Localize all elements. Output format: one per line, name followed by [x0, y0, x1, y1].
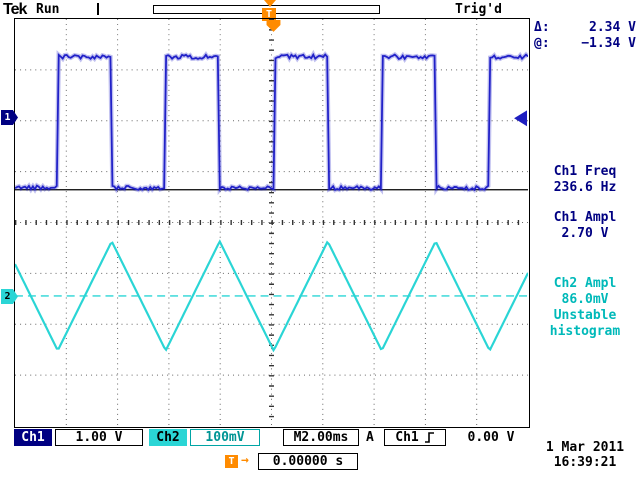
- ch2-ampl-label: Ch2 Ampl: [553, 276, 617, 291]
- acquisition-state: Run: [36, 2, 60, 17]
- ch1-trace: [15, 52, 528, 192]
- time-readout: 16:39:21: [553, 455, 617, 470]
- date-readout: 1 Mar 2011: [545, 440, 625, 455]
- ch2-ampl-note2: histogram: [549, 324, 621, 339]
- ch2-ampl-value: 86.0mV: [561, 292, 609, 307]
- datetime-readout: 1 Mar 2011 16:39:21: [534, 440, 636, 470]
- ch2-scale-readout: 100mV: [190, 429, 260, 446]
- ch1-ampl-value: 2.70 V: [561, 226, 609, 241]
- ch2-channel-badge: Ch2: [149, 429, 187, 446]
- cursor-at-value: −1.34 V: [581, 36, 636, 51]
- trigger-level-readout: 0.00 V: [467, 430, 515, 445]
- ch2-trace: [15, 239, 528, 353]
- ch1-freq-value: 236.6 Hz: [553, 180, 617, 195]
- trigger-source-readout: Ch1: [384, 429, 446, 446]
- ch1-ampl-label: Ch1 Ampl: [553, 210, 617, 225]
- tek-logo: Tek: [3, 1, 27, 18]
- graticule: [14, 18, 530, 428]
- cursor-delta-row: Δ: 2.34 V: [534, 20, 636, 36]
- cursor-at-label: @:: [534, 36, 550, 51]
- trigger-position-arrow-icon: [264, 0, 276, 7]
- ch1-freq-readout: Ch1 Freq 236.6 Hz: [534, 164, 636, 196]
- header-separator: [97, 3, 99, 15]
- rising-edge-icon: [424, 432, 434, 443]
- waveform-svg: [15, 19, 528, 426]
- ch1-freq-label: Ch1 Freq: [553, 164, 617, 179]
- cursor-delta-value: 2.34 V: [589, 20, 636, 35]
- trigger-status: Trig'd: [455, 2, 502, 17]
- ch1-scale-readout: 1.00 V: [55, 429, 143, 446]
- cursor-delta-label: Δ:: [534, 20, 550, 35]
- trigger-position-footer-badge: T: [225, 455, 238, 468]
- ch1-ampl-readout: Ch1 Ampl 2.70 V: [534, 210, 636, 242]
- ch1-ground-marker: 1: [1, 110, 18, 125]
- trigger-position-pointer: [266, 19, 281, 32]
- ch1-channel-badge: Ch1: [14, 429, 52, 446]
- trigger-position-readout: 0.00000 s: [258, 453, 358, 470]
- cursor-at-row: @: −1.34 V: [534, 36, 636, 52]
- trigger-position-badge: T: [262, 8, 276, 21]
- timebase-readout: M2.00ms: [283, 429, 359, 446]
- trigger-position-arrow-glyph: →: [241, 453, 249, 468]
- trigger-level-arrow-icon: [514, 110, 528, 127]
- cursor-readout: Δ: 2.34 V @: −1.34 V: [534, 20, 636, 52]
- ch2-ground-marker: 2: [1, 289, 18, 304]
- trigger-source-label: Ch1: [395, 430, 419, 445]
- ch2-ampl-note1: Unstable: [553, 308, 617, 323]
- ch2-ampl-readout: Ch2 Ampl 86.0mV Unstable histogram: [534, 276, 636, 340]
- trigger-system-label: A: [366, 430, 374, 445]
